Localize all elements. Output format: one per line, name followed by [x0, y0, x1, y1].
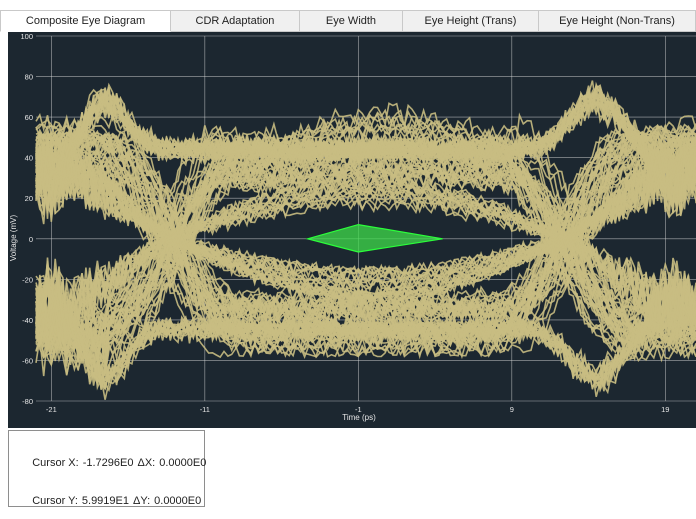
eye-trace — [35, 174, 696, 338]
y-tick-label: -40 — [22, 316, 33, 325]
top-strip — [0, 0, 696, 10]
y-tick-label: -20 — [22, 275, 33, 284]
tab-bar: Composite Eye Diagram CDR Adaptation Eye… — [0, 10, 696, 32]
x-axis-label: Time (ps) — [342, 413, 376, 422]
eye-diagram-svg[interactable]: 100 80 60 40 20 0 -20 -40 -60 -80 -21 -11 -1 9 19 Time… — [8, 32, 696, 428]
eye-trace — [35, 91, 696, 209]
cursor-x-label: Cursor X: — [32, 457, 79, 469]
tab-eye-height-non-trans[interactable]: Eye Height (Non-Trans) — [539, 10, 696, 32]
eye-trace — [35, 129, 696, 351]
eye-trace — [35, 195, 696, 341]
eye-trace — [35, 274, 696, 391]
cursor-y-value: 5.9919E1 — [81, 495, 129, 507]
y-tick-label: 100 — [20, 32, 33, 41]
eye-trace — [35, 130, 696, 324]
cursor-dy-label: ΔY: — [133, 495, 151, 507]
eye-trace — [35, 171, 696, 334]
y-tick-label: -80 — [22, 397, 33, 406]
cursor-y-label: Cursor Y: — [32, 495, 78, 507]
x-tick-label: -1 — [355, 405, 362, 414]
y-tick-label: 0 — [29, 235, 33, 244]
cursor-x-row: Cursor X: -1.7296E0 ΔX: 0.0000E0 — [20, 445, 210, 481]
eye-trace — [35, 149, 696, 346]
eye-trace — [35, 131, 696, 291]
eye-trace — [35, 136, 696, 359]
cursor-readout-panel: Cursor X: -1.7296E0 ΔX: 0.0000E0 Cursor Y: 5… — [8, 430, 206, 507]
x-tick-label: 19 — [661, 405, 669, 414]
cursor-dx-value: 0.0000E0 — [159, 457, 207, 469]
y-tick-label: 60 — [25, 113, 33, 122]
cursor-x-value: -1.7296E0 — [82, 457, 134, 469]
tab-eye-height-trans[interactable]: Eye Height (Trans) — [403, 10, 539, 32]
cursor-dx-label: ΔX: — [137, 457, 156, 469]
cursor-y-row: Cursor Y: 5.9919E1 ΔY: 0.0000E0 — [20, 483, 205, 519]
eye-trace — [35, 167, 696, 353]
eye-trace — [35, 91, 696, 222]
y-tick-label: 20 — [25, 194, 33, 203]
x-tick-label: 9 — [510, 405, 514, 414]
eye-trace — [35, 165, 696, 353]
eye-trace — [35, 114, 696, 353]
tab-eye-width[interactable]: Eye Width — [300, 10, 403, 32]
cursor-dy-value: 0.0000E0 — [154, 495, 202, 507]
eye-diagram-plot[interactable]: 100 80 60 40 20 0 -20 -40 -60 -80 -21 -11 -1 9 19 Time… — [8, 32, 696, 428]
eye-mask-polygon — [305, 223, 443, 253]
eye-trace — [35, 262, 696, 390]
tab-cdr-adaptation[interactable]: CDR Adaptation — [171, 10, 300, 32]
y-axis-label: Voltage (mV) — [9, 215, 18, 262]
eye-trace — [35, 131, 696, 354]
eye-trace — [35, 147, 696, 325]
x-tick-label: -21 — [46, 405, 57, 414]
eye-trace — [35, 133, 696, 292]
tab-composite-eye-diagram[interactable]: Composite Eye Diagram — [0, 10, 171, 32]
x-tick-label: -11 — [200, 405, 210, 414]
eye-trace — [35, 142, 696, 346]
y-tick-label: 40 — [25, 154, 33, 163]
y-tick-label: 80 — [25, 73, 33, 82]
eye-trace — [35, 164, 696, 381]
eye-trace — [35, 141, 696, 306]
y-tick-label: -60 — [22, 356, 33, 365]
